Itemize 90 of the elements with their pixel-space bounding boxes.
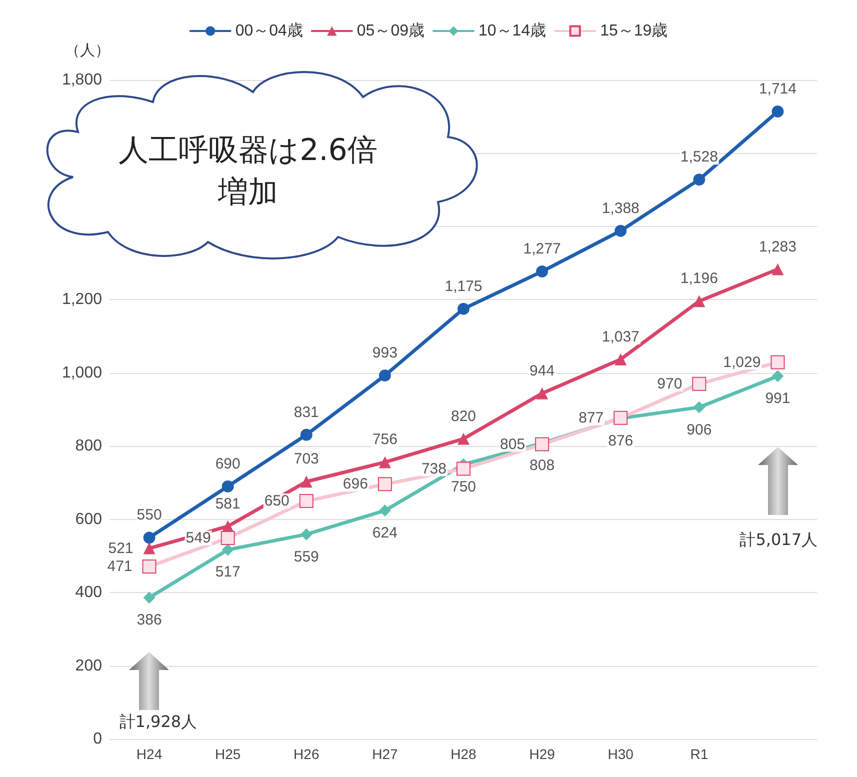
data-label: 1,528 bbox=[680, 148, 718, 166]
annotation: 人工呼吸器は2.6倍増加 bbox=[118, 132, 378, 212]
y-tick-label: 1,200 bbox=[62, 291, 102, 308]
point bbox=[142, 560, 156, 574]
data-label: 696 bbox=[342, 476, 368, 493]
data-label: 550 bbox=[136, 506, 162, 524]
x-tick-label: H27 bbox=[372, 746, 398, 762]
legend-label: 15～19歳 bbox=[600, 22, 668, 40]
y-tick-label: 0 bbox=[93, 730, 102, 748]
data-label: 1,037 bbox=[602, 328, 640, 346]
x-tick-label: H29 bbox=[529, 746, 556, 762]
data-label: 559 bbox=[294, 548, 319, 566]
data-label: 820 bbox=[450, 408, 476, 425]
point bbox=[143, 532, 156, 544]
data-label: 970 bbox=[657, 375, 682, 392]
data-label: 624 bbox=[372, 524, 398, 542]
legend-label: 05～09歳 bbox=[356, 22, 424, 40]
x-tick-label: R1 bbox=[690, 746, 708, 762]
data-label: 1,283 bbox=[758, 238, 796, 256]
point bbox=[536, 265, 548, 278]
point bbox=[772, 263, 784, 276]
data-label: 521 bbox=[108, 540, 134, 557]
data-label: 906 bbox=[686, 421, 712, 438]
data-label: 1,714 bbox=[758, 80, 796, 98]
data-label: 1,175 bbox=[444, 278, 482, 295]
data-label: 1,196 bbox=[680, 270, 718, 288]
data-label: 877 bbox=[578, 409, 604, 426]
point bbox=[614, 224, 627, 237]
point bbox=[378, 456, 391, 468]
data-label: 1,029 bbox=[723, 354, 761, 371]
point bbox=[693, 295, 706, 308]
y-tick-label: 1,800 bbox=[62, 72, 102, 88]
point bbox=[456, 462, 470, 476]
point bbox=[222, 480, 234, 492]
x-tick-label: H26 bbox=[294, 746, 320, 762]
point bbox=[378, 369, 391, 382]
y-tick-label: 600 bbox=[75, 510, 102, 528]
point bbox=[614, 353, 627, 366]
data-label: 386 bbox=[136, 612, 162, 629]
data-label: 703 bbox=[294, 450, 319, 468]
point bbox=[220, 531, 235, 546]
point bbox=[143, 592, 156, 604]
data-label: 805 bbox=[500, 436, 526, 453]
point bbox=[300, 428, 312, 441]
point bbox=[692, 376, 706, 391]
data-label: 993 bbox=[372, 344, 398, 362]
x-tick-label: H24 bbox=[136, 746, 162, 762]
data-label: 831 bbox=[294, 404, 319, 421]
data-label: 581 bbox=[215, 495, 240, 512]
data-label: 650 bbox=[264, 492, 290, 510]
y-tick-label: 200 bbox=[75, 657, 102, 674]
data-label: 1,388 bbox=[602, 200, 640, 217]
y-tick-label: 1,000 bbox=[62, 364, 102, 382]
data-label: 549 bbox=[186, 530, 211, 547]
point bbox=[693, 401, 706, 414]
point bbox=[458, 432, 470, 445]
y-tick-label: 400 bbox=[75, 584, 102, 602]
point bbox=[770, 355, 785, 370]
x-tick-label: H30 bbox=[608, 746, 634, 762]
x-tick-label: H28 bbox=[450, 746, 477, 762]
data-label: 876 bbox=[608, 432, 634, 450]
data-label: 944 bbox=[530, 362, 555, 380]
point bbox=[378, 504, 391, 517]
annotation: 計1,928人 bbox=[119, 712, 198, 733]
point bbox=[772, 370, 784, 382]
y-tick-label: 800 bbox=[75, 438, 102, 455]
data-label: 471 bbox=[107, 558, 132, 576]
data-label: 808 bbox=[530, 457, 555, 474]
legend-label: 10～14歳 bbox=[478, 22, 546, 40]
data-label: 991 bbox=[765, 390, 790, 408]
point bbox=[299, 494, 314, 508]
y-axis-title: （人） bbox=[65, 42, 110, 59]
point bbox=[693, 174, 706, 186]
point bbox=[143, 542, 156, 554]
legend-label: 00～04歳 bbox=[235, 22, 303, 40]
point bbox=[378, 477, 392, 492]
data-label: 738 bbox=[421, 460, 446, 478]
point bbox=[536, 387, 548, 400]
point bbox=[772, 105, 784, 118]
point bbox=[300, 476, 312, 488]
point bbox=[300, 528, 312, 540]
x-tick-label: H25 bbox=[214, 746, 241, 762]
point bbox=[458, 302, 470, 315]
point bbox=[222, 544, 234, 556]
data-label: 1,277 bbox=[523, 240, 561, 258]
annotation: 計5,017人 bbox=[740, 530, 818, 551]
data-label: 756 bbox=[372, 431, 398, 448]
data-label: 690 bbox=[215, 455, 240, 472]
data-label: 750 bbox=[450, 478, 476, 496]
data-label: 517 bbox=[215, 564, 240, 581]
